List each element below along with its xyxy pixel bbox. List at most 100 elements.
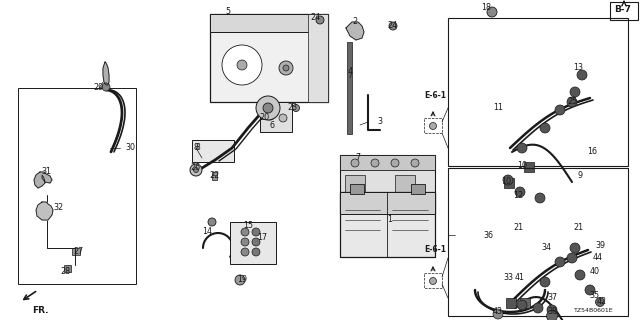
Text: 10: 10 (501, 178, 511, 187)
Circle shape (570, 243, 580, 253)
Circle shape (487, 7, 497, 17)
Bar (520, 298, 530, 308)
Bar (424, 273, 442, 288)
Text: 8: 8 (196, 143, 201, 153)
Circle shape (547, 305, 557, 315)
Polygon shape (34, 172, 52, 188)
Circle shape (241, 238, 249, 246)
Circle shape (279, 61, 293, 75)
Bar (64, 265, 71, 272)
Text: 41: 41 (515, 274, 525, 283)
Text: FR.: FR. (32, 306, 49, 315)
Circle shape (595, 298, 605, 307)
Circle shape (265, 110, 275, 120)
Circle shape (351, 159, 359, 167)
Circle shape (429, 123, 436, 130)
Text: 10: 10 (517, 161, 527, 170)
Text: 34: 34 (541, 244, 551, 252)
Circle shape (540, 277, 550, 287)
Text: B-7: B-7 (614, 5, 631, 14)
Circle shape (585, 285, 595, 295)
Text: 13: 13 (573, 63, 583, 73)
Text: 7: 7 (355, 154, 360, 163)
Text: 4: 4 (348, 68, 353, 76)
Circle shape (533, 303, 543, 313)
Text: 26: 26 (190, 164, 200, 172)
Text: 37: 37 (547, 293, 557, 302)
Text: 22: 22 (210, 171, 220, 180)
Text: 33: 33 (503, 274, 513, 283)
Bar (18, 88, 136, 284)
Circle shape (208, 218, 216, 226)
Bar (230, 222, 276, 264)
Bar (524, 162, 534, 172)
Text: 20: 20 (259, 114, 269, 123)
Bar (347, 42, 352, 134)
Text: 38: 38 (547, 308, 557, 316)
Circle shape (237, 60, 247, 70)
Circle shape (193, 167, 198, 172)
Text: 12: 12 (513, 191, 523, 201)
Text: 21: 21 (573, 223, 583, 233)
Text: 31: 31 (41, 167, 51, 177)
Polygon shape (103, 62, 109, 85)
Circle shape (389, 22, 397, 30)
Bar (424, 118, 442, 133)
Circle shape (515, 187, 525, 197)
Bar (260, 102, 292, 132)
Text: 32: 32 (53, 204, 63, 212)
Text: 24: 24 (310, 13, 320, 22)
Circle shape (570, 87, 580, 97)
Text: 2: 2 (353, 18, 358, 27)
Bar (448, 168, 628, 316)
Text: 8: 8 (193, 143, 198, 153)
Text: 6: 6 (269, 121, 275, 130)
Text: 11: 11 (493, 103, 503, 113)
Text: 1: 1 (387, 215, 392, 225)
Circle shape (256, 96, 280, 120)
Bar (340, 192, 435, 214)
Circle shape (279, 114, 287, 122)
Circle shape (316, 16, 324, 24)
Text: 17: 17 (257, 234, 267, 243)
Text: 19: 19 (237, 276, 247, 284)
Circle shape (235, 275, 245, 285)
Bar (340, 155, 435, 213)
Text: 44: 44 (593, 253, 603, 262)
Circle shape (535, 193, 545, 203)
Bar (395, 175, 415, 203)
Polygon shape (36, 202, 53, 220)
Text: TZ54B0601E: TZ54B0601E (574, 308, 614, 313)
Circle shape (567, 253, 577, 263)
Bar (345, 175, 365, 203)
Circle shape (555, 105, 565, 115)
Circle shape (263, 103, 273, 113)
Circle shape (292, 105, 300, 111)
Circle shape (252, 238, 260, 246)
Bar (610, 2, 638, 20)
Circle shape (241, 248, 249, 256)
Polygon shape (346, 22, 364, 40)
Text: 42: 42 (597, 298, 607, 307)
Text: 3: 3 (378, 117, 383, 126)
Circle shape (190, 164, 202, 176)
Circle shape (577, 70, 587, 80)
Circle shape (222, 45, 262, 85)
Circle shape (567, 97, 577, 107)
Text: 28: 28 (60, 268, 70, 276)
Bar (212, 172, 217, 180)
Text: 43: 43 (493, 308, 503, 316)
Text: 21: 21 (513, 223, 523, 233)
Text: E-6-1: E-6-1 (424, 245, 446, 254)
Bar (506, 298, 516, 308)
Circle shape (547, 310, 557, 320)
Bar (192, 140, 234, 162)
Text: 16: 16 (587, 148, 597, 156)
Circle shape (283, 65, 289, 71)
Circle shape (493, 309, 503, 319)
Text: 23: 23 (287, 103, 297, 113)
Bar (340, 192, 435, 257)
Text: 29: 29 (94, 84, 104, 92)
Text: 36: 36 (483, 230, 493, 239)
Circle shape (517, 300, 527, 310)
